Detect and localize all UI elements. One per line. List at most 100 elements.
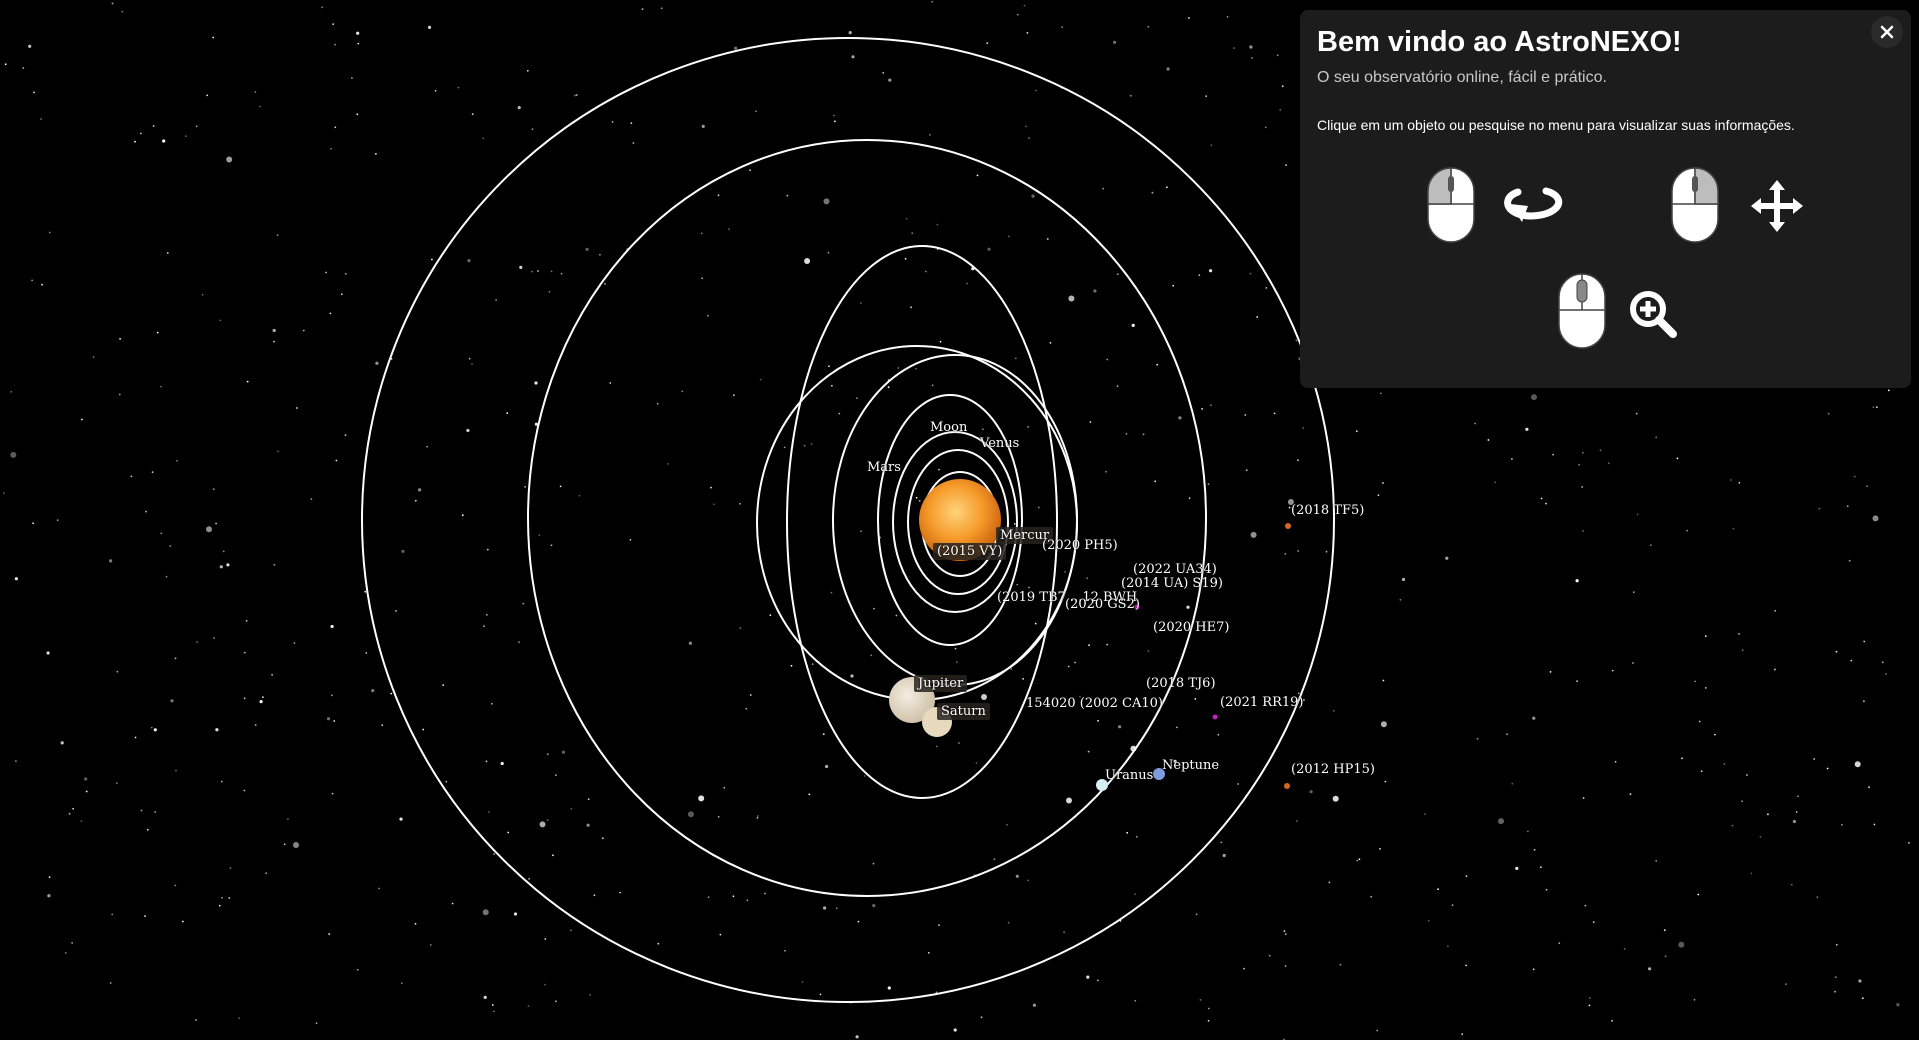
- label-2020-he7[interactable]: (2020 HE7): [1153, 620, 1230, 635]
- asteroid-2018-tf5[interactable]: [1285, 523, 1291, 529]
- star: [863, 775, 866, 777]
- star: [1451, 904, 1454, 906]
- label-2015-vy[interactable]: (2015 VY): [933, 543, 1007, 560]
- star: [1540, 497, 1543, 500]
- uranus-planet[interactable]: [1096, 779, 1108, 791]
- star: [954, 647, 957, 650]
- star: [1474, 422, 1476, 425]
- label-moon[interactable]: Moon: [930, 420, 968, 435]
- star: [238, 1017, 241, 1019]
- star: [980, 1016, 983, 1019]
- label-mercury[interactable]: Mercur: [996, 527, 1054, 544]
- label-2012-hp15[interactable]: (2012 HP15): [1291, 762, 1375, 777]
- asteroid-2021-rr19[interactable]: [1212, 714, 1218, 720]
- star: [1714, 733, 1716, 736]
- star: [910, 306, 912, 309]
- star: [1134, 893, 1137, 896]
- star: [629, 538, 632, 541]
- star: [819, 993, 822, 996]
- label-2014-ua-s19[interactable]: (2014 UA) S19): [1121, 576, 1223, 591]
- star: [1533, 849, 1536, 851]
- star: [982, 428, 984, 431]
- star: [493, 1010, 495, 1013]
- star: [418, 488, 422, 492]
- star: [1061, 26, 1063, 28]
- star: [1494, 481, 1497, 484]
- label-saturn[interactable]: Saturn: [937, 703, 990, 720]
- label-2021-rr19[interactable]: (2021 RR19): [1220, 695, 1304, 710]
- label-2002-ca10[interactable]: 154020 (2002 CA10): [1026, 696, 1163, 711]
- label-mars[interactable]: Mars: [867, 460, 901, 475]
- label-neptune[interactable]: Neptune: [1162, 758, 1220, 773]
- star: [823, 198, 830, 205]
- star: [212, 488, 215, 491]
- star: [427, 25, 432, 29]
- star: [1854, 761, 1861, 768]
- star: [1201, 408, 1203, 410]
- close-button[interactable]: [1871, 16, 1903, 48]
- star: [1295, 339, 1298, 342]
- star: [1700, 770, 1703, 773]
- star: [1498, 818, 1504, 825]
- star: [330, 624, 334, 629]
- star: [1325, 550, 1328, 553]
- star: [1607, 462, 1610, 465]
- star: [287, 818, 289, 820]
- star: [1379, 847, 1381, 850]
- star: [1339, 963, 1342, 966]
- star: [1655, 860, 1658, 862]
- star: [85, 790, 88, 793]
- star: [1545, 502, 1547, 505]
- asteroid-2002-ca10[interactable]: [981, 694, 987, 700]
- star: [243, 697, 246, 700]
- star: [850, 674, 854, 678]
- star: [1592, 921, 1595, 923]
- label-2020-ph5[interactable]: (2020 PH5): [1042, 538, 1118, 553]
- star: [1268, 954, 1271, 957]
- star: [1032, 1003, 1036, 1007]
- star: [1309, 790, 1313, 794]
- star: [1531, 394, 1537, 401]
- star: [160, 532, 163, 535]
- label-2018-tf5[interactable]: (2018 TF5): [1291, 503, 1365, 518]
- asteroid-2014-ua[interactable]: [1134, 604, 1140, 610]
- star: [822, 733, 825, 736]
- star: [756, 817, 759, 819]
- star: [1087, 750, 1090, 753]
- label-2022-ua34[interactable]: (2022 UA34): [1133, 562, 1217, 577]
- star: [830, 591, 833, 594]
- star: [755, 110, 757, 113]
- star: [1875, 406, 1878, 409]
- label-jupiter[interactable]: Jupiter: [914, 675, 968, 692]
- label-uranus[interactable]: Uranus: [1105, 768, 1154, 783]
- star: [254, 91, 257, 93]
- star: [1476, 737, 1479, 740]
- orbit-neptune: [361, 37, 1335, 1003]
- star: [160, 385, 162, 388]
- star: [357, 42, 360, 45]
- star: [40, 118, 42, 120]
- star: [174, 884, 177, 887]
- label-2020-gs2[interactable]: (2020 GS2): [1065, 597, 1140, 612]
- star: [811, 663, 814, 665]
- star: [429, 944, 432, 946]
- label-venus[interactable]: Venus: [980, 436, 1020, 451]
- neptune-planet[interactable]: [1153, 768, 1165, 780]
- star: [759, 378, 762, 381]
- star: [1250, 531, 1257, 538]
- star: [1356, 859, 1359, 862]
- asteroid-2012-hp15[interactable]: [1284, 783, 1290, 789]
- star: [293, 642, 296, 644]
- star: [500, 761, 504, 766]
- star: [746, 899, 749, 902]
- star: [1102, 187, 1104, 190]
- star: [1116, 385, 1119, 388]
- label-2019-tb7[interactable]: (2019 TB7 ...12 BWH: [997, 590, 1138, 605]
- star: [860, 302, 862, 304]
- star: [872, 862, 875, 865]
- move-icon: [1751, 180, 1803, 232]
- sun[interactable]: [919, 479, 1001, 561]
- star: [559, 485, 562, 488]
- label-2018-tj6[interactable]: (2018 TJ6): [1146, 676, 1216, 691]
